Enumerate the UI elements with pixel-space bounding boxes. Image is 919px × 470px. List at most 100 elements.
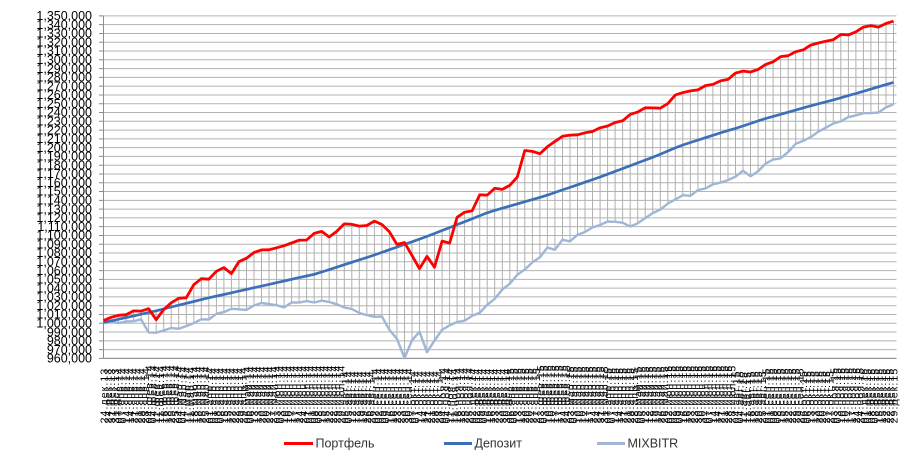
- svg-text:28.июл.15: 28.июл.15: [723, 365, 735, 424]
- svg-text:23.дек.14: 23.дек.14: [494, 368, 506, 424]
- svg-text:1,070,000: 1,070,000: [36, 255, 92, 269]
- svg-text:1,090,000: 1,090,000: [36, 237, 92, 251]
- svg-text:11.авг.15: 11.авг.15: [738, 371, 750, 423]
- svg-text:09.дек.14: 09.дек.14: [475, 368, 487, 424]
- svg-text:07.окт.14: 07.окт.14: [411, 370, 423, 423]
- svg-text:980,000: 980,000: [47, 334, 92, 348]
- svg-text:16.сен.14: 16.сен.14: [388, 367, 400, 423]
- svg-text:20.янв.15: 20.янв.15: [524, 367, 536, 423]
- svg-text:12.авг.14: 12.авг.14: [351, 370, 363, 423]
- svg-text:25.ноя.14: 25.ноя.14: [463, 367, 475, 423]
- svg-text:07.июл.15: 07.июл.15: [700, 365, 712, 424]
- svg-text:1,260,000: 1,260,000: [36, 88, 92, 102]
- svg-text:11.авг.15: 11.авг.15: [742, 371, 754, 423]
- svg-text:08.дек.15: 08.дек.15: [870, 368, 882, 424]
- svg-text:17.ноя.15: 17.ноя.15: [847, 367, 859, 423]
- svg-text:1,230,000: 1,230,000: [36, 114, 92, 128]
- svg-text:21.окт.14: 21.окт.14: [422, 370, 434, 423]
- svg-text:990,000: 990,000: [47, 325, 92, 339]
- svg-text:1,350,000: 1,350,000: [36, 9, 92, 23]
- svg-text:29.июл.14: 29.июл.14: [332, 365, 344, 424]
- svg-text:03.июн.14: 03.июн.14: [275, 365, 287, 424]
- svg-text:09.дек.14: 09.дек.14: [479, 368, 491, 424]
- svg-text:29.дек.15: 29.дек.15: [889, 368, 901, 424]
- svg-text:1,290,000: 1,290,000: [36, 62, 92, 76]
- svg-text:16.сен.14: 16.сен.14: [384, 367, 396, 423]
- svg-text:29.июл.14: 29.июл.14: [336, 365, 348, 424]
- svg-text:06.окт.15: 06.окт.15: [798, 370, 810, 423]
- svg-text:09.сен.14: 09.сен.14: [381, 367, 393, 423]
- svg-text:25.фев.14: 25.фев.14: [170, 364, 182, 423]
- svg-text:14.апр.15: 14.апр.15: [614, 367, 626, 423]
- svg-text:13.янв.15: 13.янв.15: [512, 367, 524, 423]
- svg-text:10.июн.14: 10.июн.14: [283, 365, 295, 424]
- svg-text:1,280,000: 1,280,000: [36, 71, 92, 85]
- svg-text:05.май.15: 05.май.15: [637, 365, 649, 423]
- svg-text:14.окт.14: 14.окт.14: [415, 370, 427, 423]
- svg-text:15.апр.14: 15.апр.14: [219, 367, 231, 423]
- svg-text:22.сен.15: 22.сен.15: [783, 367, 795, 423]
- svg-text:1,150,000: 1,150,000: [36, 185, 92, 199]
- svg-text:14.янв.14: 14.янв.14: [121, 367, 133, 423]
- svg-text:02.дек.14: 02.дек.14: [467, 368, 479, 424]
- svg-text:1,210,000: 1,210,000: [36, 132, 92, 146]
- svg-text:12.май.15: 12.май.15: [640, 365, 652, 423]
- svg-text:11.ноя.14: 11.ноя.14: [445, 368, 457, 424]
- svg-text:08.июл.14: 08.июл.14: [309, 365, 321, 424]
- svg-text:1,160,000: 1,160,000: [36, 176, 92, 190]
- svg-text:17.фев.15: 17.фев.15: [554, 364, 566, 423]
- svg-text:24.ноя.15: 24.ноя.15: [851, 367, 863, 423]
- svg-text:16.дек.14: 16.дек.14: [486, 368, 498, 424]
- svg-text:01.сен.15: 01.сен.15: [761, 367, 773, 423]
- svg-text:22.апр.14: 22.апр.14: [226, 367, 238, 423]
- svg-text:03.мар.15: 03.мар.15: [569, 365, 581, 423]
- svg-text:10.ноя.15: 10.ноя.15: [840, 367, 852, 423]
- svg-text:22.сен.15: 22.сен.15: [787, 367, 799, 423]
- svg-text:17.фев.15: 17.фев.15: [550, 364, 562, 423]
- svg-text:24.мар.15: 24.мар.15: [588, 365, 600, 423]
- svg-text:10.июн.14: 10.июн.14: [279, 365, 291, 424]
- svg-text:Депозит: Депозит: [475, 437, 523, 451]
- svg-text:22.июл.14: 22.июл.14: [328, 365, 340, 424]
- svg-text:02.дек.14: 02.дек.14: [471, 368, 483, 424]
- svg-text:13.окт.15: 13.окт.15: [806, 370, 818, 423]
- svg-text:02.сен.14: 02.сен.14: [373, 367, 385, 423]
- svg-text:18.фев.14: 18.фев.14: [159, 364, 171, 423]
- svg-text:07.янв.14: 07.янв.14: [114, 367, 126, 423]
- svg-text:24.мар.15: 24.мар.15: [591, 365, 603, 423]
- svg-text:23.июн.15: 23.июн.15: [685, 365, 697, 424]
- svg-text:29.сен.15: 29.сен.15: [795, 367, 807, 423]
- svg-text:14.янв.14: 14.янв.14: [125, 367, 137, 423]
- svg-text:04.ноя.14: 04.ноя.14: [437, 367, 449, 423]
- svg-text:03.фев.15: 03.фев.15: [535, 364, 547, 423]
- svg-text:22.июл.14: 22.июл.14: [324, 365, 336, 424]
- svg-text:27.янв.15: 27.янв.15: [531, 367, 543, 423]
- svg-text:23.дек.14: 23.дек.14: [490, 368, 502, 424]
- svg-text:1,310,000: 1,310,000: [36, 44, 92, 58]
- svg-text:01.сен.15: 01.сен.15: [764, 367, 776, 423]
- svg-text:03.ноя.15: 03.ноя.15: [828, 367, 840, 423]
- svg-text:18.ноя.14: 18.ноя.14: [452, 367, 464, 423]
- svg-text:21.янв.14: 21.янв.14: [129, 367, 141, 423]
- svg-text:24.фев.15: 24.фев.15: [558, 364, 570, 423]
- svg-text:11.мар.14: 11.мар.14: [185, 366, 197, 423]
- svg-text:07.окт.14: 07.окт.14: [407, 370, 419, 423]
- svg-text:15.дек.15: 15.дек.15: [874, 368, 886, 424]
- svg-text:28.янв.14: 28.янв.14: [136, 367, 148, 423]
- svg-text:08.дек.15: 08.дек.15: [866, 368, 878, 424]
- svg-text:21.апр.15: 21.апр.15: [618, 367, 630, 423]
- svg-text:1,180,000: 1,180,000: [36, 158, 92, 172]
- svg-text:06.окт.15: 06.окт.15: [802, 370, 814, 423]
- svg-text:06.янв.15: 06.янв.15: [505, 367, 517, 423]
- svg-text:04.ноя.14: 04.ноя.14: [441, 367, 453, 423]
- svg-text:20.май.14: 20.май.14: [260, 365, 272, 423]
- svg-text:23.июн.15: 23.июн.15: [689, 365, 701, 424]
- svg-text:31.мар.15: 31.мар.15: [599, 365, 611, 423]
- svg-text:1,100,000: 1,100,000: [36, 229, 92, 243]
- svg-text:16.июн.15: 16.июн.15: [678, 365, 690, 424]
- svg-text:15.дек.15: 15.дек.15: [877, 368, 889, 424]
- svg-text:09.сен.14: 09.сен.14: [377, 367, 389, 423]
- svg-text:31.дек.13: 31.дек.13: [106, 368, 118, 424]
- svg-text:24.июн.14: 24.июн.14: [298, 365, 310, 424]
- svg-text:1,240,000: 1,240,000: [36, 106, 92, 120]
